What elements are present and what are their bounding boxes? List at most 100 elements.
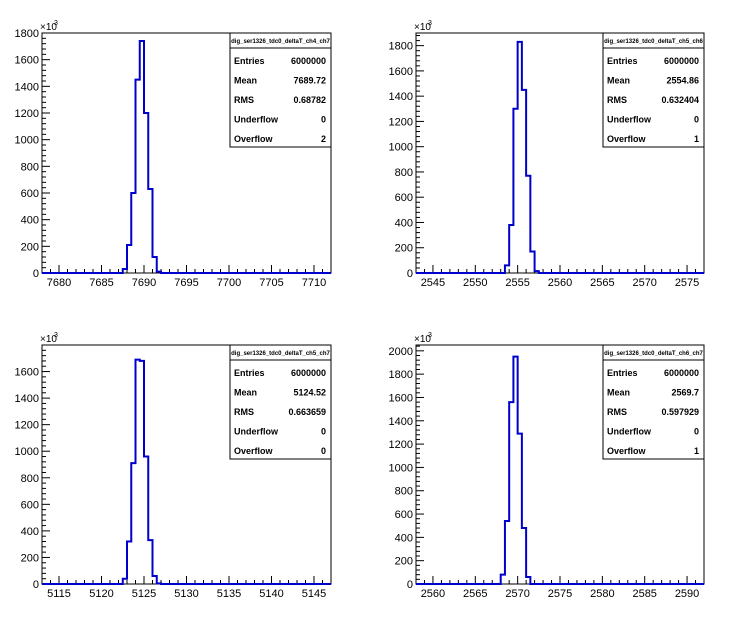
y-tick-label: 800 (21, 161, 39, 173)
histogram-panel-1: ×103 0 200 400 600 800 1000 1200 1400 1600 1800 768… (15, 20, 332, 289)
x-tick-label: 2560 (421, 588, 445, 600)
stats-row-label: Mean (607, 76, 630, 86)
histogram-bin (518, 434, 522, 584)
x-tick-label: 5125 (132, 588, 156, 600)
y-tick-label: 800 (395, 486, 413, 498)
stats-box: dig_ser1326_tdc0_deltaT_ch6_ch7 Entries 60… (602, 344, 705, 460)
stats-row-label: RMS (607, 407, 627, 417)
stats-row-label: RMS (234, 95, 254, 105)
stats-box-frame (229, 32, 332, 148)
y-tick-label: 1400 (15, 81, 39, 93)
histogram-bin (522, 528, 526, 584)
histogram-bin (123, 579, 127, 584)
histogram-bin (127, 245, 131, 273)
y-tick-label: 1000 (389, 462, 413, 474)
x-tick-label: 5130 (174, 588, 198, 600)
y-multiplier-label: ×10 (40, 334, 57, 345)
histogram-bin (148, 540, 152, 584)
stats-row-label: Entries (607, 56, 638, 66)
histogram-bin (505, 265, 509, 273)
stats-box-frame (229, 344, 332, 460)
x-tick-label: 2575 (675, 277, 699, 289)
stats-row-value: 0 (321, 446, 326, 456)
x-tick-label: 2565 (463, 588, 487, 600)
x-tick-label: 7680 (47, 277, 71, 289)
y-multiplier-exponent: 3 (428, 20, 432, 27)
y-tick-label: 0 (407, 268, 413, 280)
stats-box: dig_ser1326_tdc0_deltaT_ch5_ch6 Entries 60… (602, 32, 705, 148)
y-multiplier-exponent: 3 (54, 20, 58, 27)
stats-row-value: 6000000 (291, 368, 326, 378)
y-tick-label: 1600 (15, 55, 39, 67)
stats-box-title: dig_ser1326_tdc0_deltaT_ch4_ch7 (231, 39, 330, 45)
stats-row-label: Mean (607, 388, 630, 398)
x-tick-label: 5145 (302, 588, 326, 600)
histogram-bin (136, 80, 140, 273)
x-tick-label: 5115 (47, 588, 71, 600)
stats-box-title: dig_ser1326_tdc0_deltaT_ch5_ch7 (231, 351, 330, 357)
stats-row-value: 0.597929 (661, 407, 699, 417)
stats-row-value: 0.663659 (288, 407, 326, 417)
histogram-bin (513, 109, 517, 273)
histogram-bin (144, 457, 148, 584)
x-tick-label: 7685 (89, 277, 113, 289)
histogram-bin (131, 463, 135, 584)
y-tick-label: 1200 (389, 439, 413, 451)
stats-row-value: 1 (694, 134, 699, 144)
stats-row-label: Underflow (234, 115, 279, 125)
y-tick-label: 200 (21, 552, 39, 564)
y-tick-label: 400 (21, 526, 39, 538)
histogram-outline (42, 40, 331, 274)
stats-box: dig_ser1326_tdc0_deltaT_ch5_ch7 Entries 60… (229, 344, 332, 460)
stats-row-value: 2569.7 (671, 388, 699, 398)
histogram-bin (509, 225, 513, 273)
x-tick-label: 7700 (217, 277, 241, 289)
y-tick-label: 1800 (15, 28, 39, 40)
stats-row-label: Mean (234, 76, 257, 86)
y-tick-label: 400 (395, 217, 413, 229)
y-tick-label: 1400 (389, 91, 413, 103)
y-tick-label: 400 (395, 532, 413, 544)
y-tick-label: 0 (33, 268, 39, 280)
y-tick-label: 1000 (15, 135, 39, 147)
histogram-bin (144, 113, 148, 273)
y-tick-label: 600 (395, 192, 413, 204)
stats-row-value: 0.632404 (661, 95, 699, 105)
histogram-panel-3: ×103 0 200 400 600 800 1000 1200 1400 1600 5115 512… (15, 332, 332, 600)
histogram-bin (153, 576, 157, 584)
x-tick-label: 7705 (259, 277, 283, 289)
x-tick-label: 5140 (259, 588, 283, 600)
histogram-bin (157, 583, 161, 584)
stats-row-value: 1 (694, 446, 699, 456)
stats-row-value: 0.68782 (293, 95, 326, 105)
y-tick-label: 600 (21, 499, 39, 511)
stats-box-title: dig_ser1326_tdc0_deltaT_ch6_ch7 (604, 351, 703, 357)
stats-row-value: 6000000 (664, 368, 699, 378)
stats-row-label: Overflow (607, 446, 647, 456)
histogram-bin (127, 542, 131, 584)
histogram-bin (526, 577, 530, 584)
histogram-bin (153, 257, 157, 273)
y-multiplier-label: ×10 (414, 22, 431, 33)
x-tick-label: 5120 (89, 588, 113, 600)
x-tick-label: 2590 (675, 588, 699, 600)
histogram-outline (42, 358, 331, 585)
y-tick-label: 0 (407, 579, 413, 591)
y-tick-label: 400 (21, 215, 39, 227)
y-multiplier-label: ×10 (40, 22, 57, 33)
stats-row-label: Mean (234, 388, 257, 398)
y-tick-label: 1600 (15, 367, 39, 379)
histogram-bin (157, 272, 161, 273)
histogram-bin (509, 402, 513, 584)
y-tick-label: 1200 (15, 420, 39, 432)
x-tick-label: 5135 (217, 588, 241, 600)
stats-row-label: Entries (234, 368, 265, 378)
y-multiplier-label: ×10 (414, 334, 431, 345)
histogram-bin (501, 575, 505, 584)
y-tick-label: 0 (33, 579, 39, 591)
stats-row-label: Overflow (607, 134, 647, 144)
x-tick-label: 2580 (590, 588, 614, 600)
stats-row-value: 5124.52 (293, 388, 326, 398)
histogram-bin (535, 271, 539, 273)
